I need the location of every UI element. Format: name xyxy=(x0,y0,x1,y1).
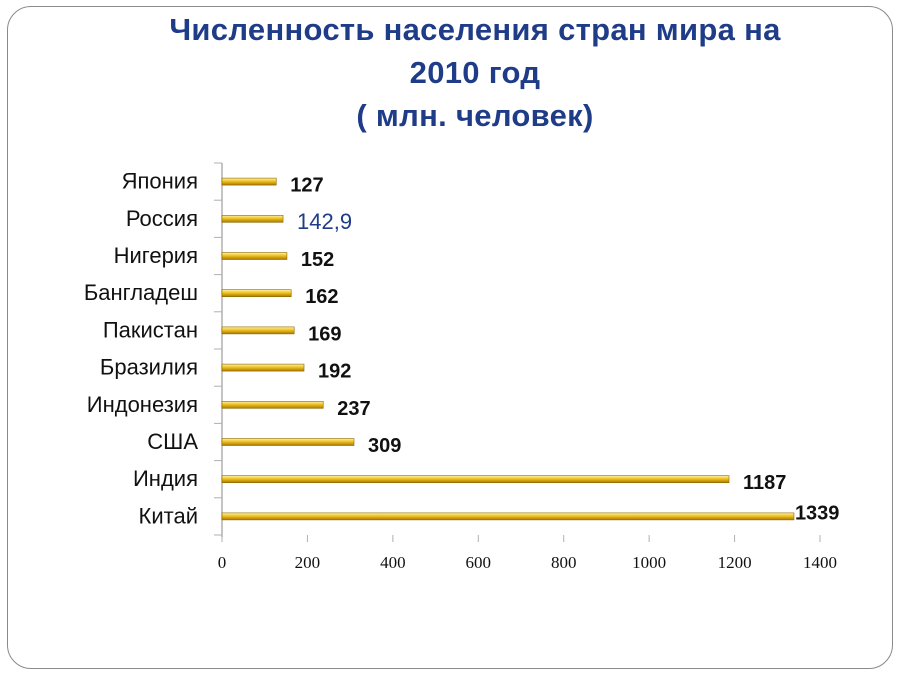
chart-title-line-3: ( млн. человек) xyxy=(356,98,594,133)
value-label: 237 xyxy=(337,398,370,420)
x-tick-label: 1400 xyxy=(803,553,837,572)
value-label: 1187 xyxy=(743,472,786,494)
category-label: Китай xyxy=(139,503,198,528)
bar-2 xyxy=(221,215,284,223)
bar-5 xyxy=(221,326,295,335)
category-label: Нигерия xyxy=(114,243,198,268)
x-tick-label: 800 xyxy=(551,553,577,572)
category-label: Бразилия xyxy=(100,355,198,380)
chart-labels: Япония 127 Россия 142,9 Нигерия 152 Бангладеш 1… xyxy=(84,169,840,529)
chart-title: Численность населения стран мира на 2010… xyxy=(90,8,860,137)
category-label: Индия xyxy=(133,466,198,491)
category-label: Бангладеш xyxy=(84,280,198,305)
value-label: 142,9 xyxy=(297,209,352,234)
bar-9 xyxy=(221,475,730,484)
value-label: 162 xyxy=(305,286,338,308)
x-tick-label: 1000 xyxy=(632,553,666,572)
slide-frame xyxy=(7,6,893,669)
bar-8 xyxy=(221,438,355,446)
chart-title-line-2: 2010 год xyxy=(409,55,541,90)
bar-1 xyxy=(221,177,277,186)
category-label: США xyxy=(147,429,198,454)
x-tick-label: 400 xyxy=(380,553,406,572)
value-label: 1339 xyxy=(795,502,840,524)
value-label: 169 xyxy=(308,323,341,345)
category-label: Индонезия xyxy=(87,392,198,417)
value-label: 127 xyxy=(290,175,323,197)
bar-6 xyxy=(221,363,305,372)
category-label: Япония xyxy=(122,169,198,194)
value-label: 309 xyxy=(368,435,401,457)
x-tick-label: 1200 xyxy=(718,553,752,572)
chart-title-line-1: Численность населения стран мира на xyxy=(169,12,781,47)
x-tick-label: 0 xyxy=(218,553,227,572)
bar-4 xyxy=(221,289,292,298)
bar-10 xyxy=(221,512,795,521)
category-label: Россия xyxy=(126,206,198,231)
chart-axes: 0 200 400 600 800 1000 1200 1400 xyxy=(214,162,837,572)
x-tick-label: 600 xyxy=(466,553,492,572)
chart-bars xyxy=(221,177,795,521)
value-label: 192 xyxy=(318,361,351,383)
value-label: 152 xyxy=(301,249,334,271)
bar-3 xyxy=(221,252,288,260)
x-tick-label: 200 xyxy=(295,553,321,572)
bar-7 xyxy=(221,400,324,409)
category-label: Пакистан xyxy=(103,317,198,342)
